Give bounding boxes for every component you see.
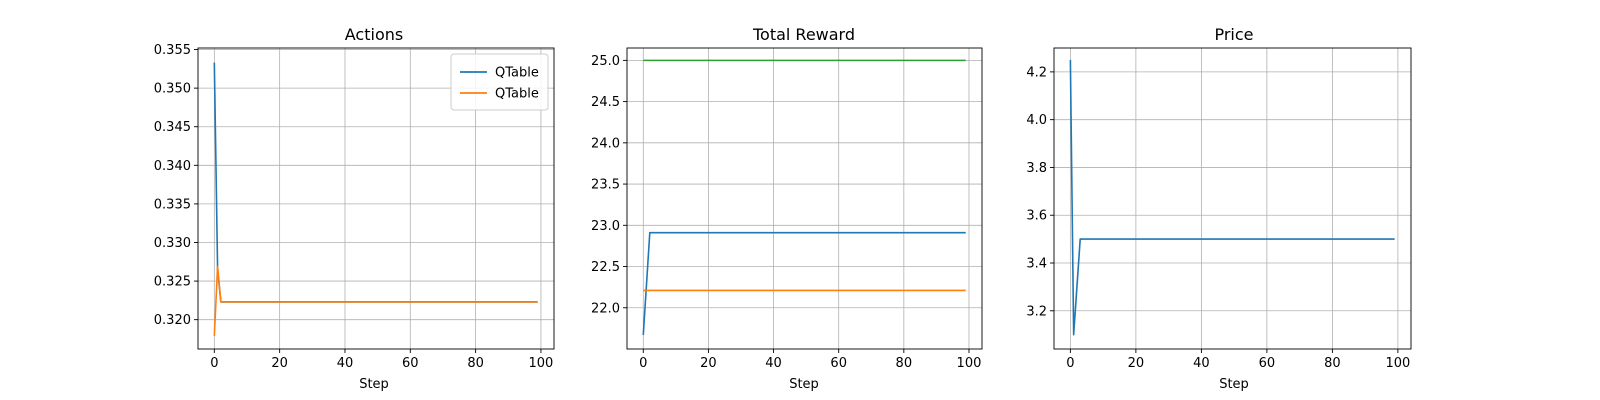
y-tick-label: 0.340 [154, 159, 191, 174]
x-tick-label: 20 [700, 356, 717, 371]
series-line-0 [642, 231, 966, 336]
y-tick-label: 25.0 [591, 54, 620, 69]
x-tick-label: 20 [271, 356, 288, 371]
y-tick-label: 0.350 [154, 82, 191, 97]
x-tick-label: 60 [402, 356, 419, 371]
x-tick-label: 0 [1066, 356, 1074, 371]
x-tick-label: 60 [1259, 356, 1276, 371]
y-tick-label: 4.0 [1026, 113, 1047, 128]
legend-label: QTable [495, 87, 539, 102]
y-tick-label: 0.325 [154, 275, 191, 290]
series-line-1 [213, 265, 538, 336]
plot-frame [197, 47, 555, 350]
y-tick-label: 0.335 [154, 197, 191, 212]
chart-title: Actions [345, 25, 403, 44]
y-tick-label: 3.6 [1026, 209, 1047, 224]
x-tick-label: 80 [1324, 356, 1341, 371]
y-tick-label: 24.0 [591, 136, 620, 151]
x-tick-label: 20 [1128, 356, 1145, 371]
y-tick-label: 3.4 [1026, 257, 1047, 272]
x-tick-label: 0 [210, 356, 218, 371]
plot-frame [626, 47, 983, 350]
y-tick-label: 23.5 [591, 178, 620, 193]
y-tick-label: 22.0 [591, 301, 620, 316]
y-tick-label: 0.320 [154, 313, 191, 328]
x-tick-label: 80 [896, 356, 913, 371]
y-tick-label: 3.8 [1026, 161, 1047, 176]
y-tick-label: 22.5 [591, 260, 620, 275]
legend-box [450, 53, 549, 111]
x-tick-label: 40 [337, 356, 354, 371]
legend-label: QTable [495, 66, 539, 81]
y-tick-label: 24.5 [591, 95, 620, 110]
chart-total-reward: Total Reward Step 0 20 40 60 80 100 22.0 22.5 23… [591, 25, 983, 392]
y-tick-label: 4.2 [1026, 65, 1047, 80]
legend: QTable QTable [450, 53, 549, 111]
chart-actions: Actions Step 0 20 40 60 80 100 0.320 0.325 0.330… [154, 25, 555, 392]
x-tick-label: 60 [830, 356, 847, 371]
chart-price: Price Step 0 20 40 60 80 100 3.2 3.4 3.6 3.8 4.0 4.… [1026, 25, 1412, 392]
x-tick-label: 40 [1193, 356, 1210, 371]
x-tick-label: 100 [529, 356, 554, 371]
x-tick-label: 0 [639, 356, 647, 371]
x-axis-label: Step [789, 377, 819, 392]
y-tick-label: 0.355 [154, 43, 191, 58]
x-axis-label: Step [359, 377, 389, 392]
x-tick-label: 40 [765, 356, 782, 371]
chart-title: Total Reward [752, 25, 855, 44]
y-tick-label: 23.0 [591, 219, 620, 234]
x-tick-label: 100 [1385, 356, 1410, 371]
x-tick-label: 100 [957, 356, 982, 371]
x-axis-label: Step [1219, 377, 1249, 392]
y-tick-label: 0.330 [154, 236, 191, 251]
y-tick-label: 3.2 [1026, 304, 1047, 319]
y-tick-label: 0.345 [154, 120, 191, 135]
plot-frame [1053, 47, 1412, 350]
series-line-0 [1069, 59, 1395, 336]
x-tick-label: 80 [467, 356, 484, 371]
chart-title: Price [1214, 25, 1253, 44]
